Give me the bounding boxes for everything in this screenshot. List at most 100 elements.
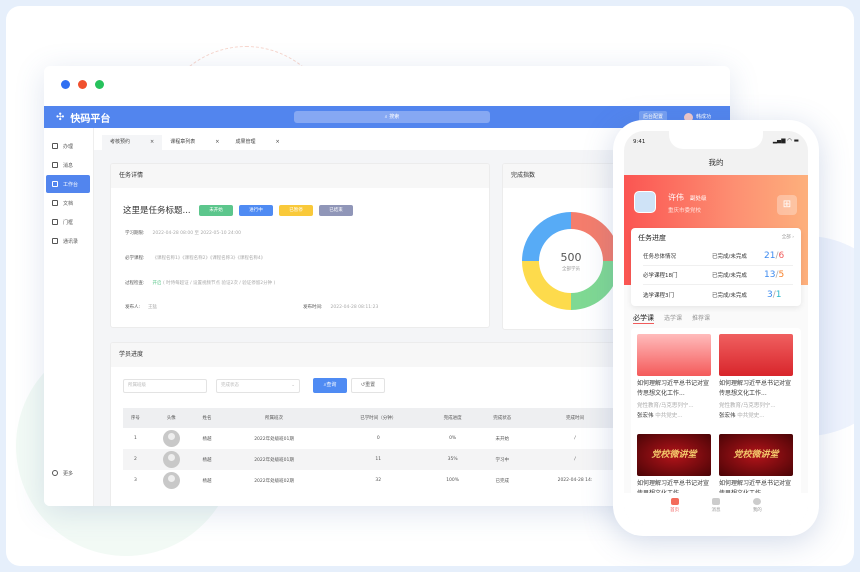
user-rank: 副处级 [690,196,707,202]
tabbar-messages[interactable]: 消息 [711,493,720,525]
close-icon[interactable]: × [150,139,155,145]
sidebar-item-handle[interactable]: 办理 [44,137,93,155]
reset-button[interactable]: ↺重置 [351,378,385,393]
col-header: 序号 [123,408,148,428]
course-thumbnail: 党校微讲堂 [719,434,793,476]
tab-required[interactable]: 必学课 [633,314,654,324]
sidebar-more-label: 更多 [63,470,74,477]
query-button[interactable]: ⌕查询 [313,378,347,393]
sidebar-item-label: 通讯录 [63,238,79,245]
course-thumbnail [719,334,793,376]
tabbar-mine[interactable]: 我的 [753,493,762,525]
course-card[interactable]: 如何理解习近平总书记对宣传思想文化工作... 党性教育/马克思列宁... 张宏伟… [719,334,793,419]
grid-icon [52,181,58,187]
course-card[interactable]: 如何理解习近平总书记对宣传思想文化工作... 党性教育/马克思列宁... 张宏伟… [637,334,711,419]
phone-mockup: 9:41 ▂▄▆ ◠ ▬ 我的 许伟 副处级 重庆市委党校 ⊞ 任务进度 全部 … [613,120,819,536]
tabbar-home[interactable]: 首页 [670,493,679,525]
col-header: 所属班次 [219,408,329,428]
sidebar-item-portal[interactable]: 门框 [44,213,93,231]
window-dot-blue[interactable] [61,80,70,89]
donut-segment-1 [571,212,620,261]
col-header: 头像 [147,408,195,428]
query-label: 查询 [326,382,337,388]
sidebar-item-messages[interactable]: 消息 [44,156,93,174]
message-icon [52,162,58,168]
app-title: 快码平台 [70,114,111,125]
table-row[interactable]: 3 杨越 2022年处级班02期 32 100% 已完成 2022-04-28 14: [123,470,623,491]
chevron-down-icon: ⌄ [291,383,295,388]
course-list: 如何理解习近平总书记对宣传思想文化工作... 党性教育/马克思列宁... 张宏伟… [631,328,801,498]
tab-elective[interactable]: 选学课 [664,315,683,322]
admin-config-label: 后台配置 [643,114,664,120]
list-item[interactable]: 必学课程18门 已完成/未完成 13/5 [643,266,793,285]
tab-exam-booking[interactable]: 考核预约 × [102,135,163,150]
tab-recommended[interactable]: 推荐课 [692,315,711,322]
status-tag-in-progress[interactable]: 进行中 [239,205,273,216]
window-dot-green[interactable] [95,80,104,89]
sidebar-more[interactable]: 更多 [44,464,73,482]
status-tag-not-started[interactable]: 未开始 [199,205,233,216]
sidebar-item-label: 工作台 [63,181,79,188]
process-check: 过程检查: 开启 ( 时侍每超证 / 设置视频节点 验证2次 / 验证停留2分钟 … [125,281,276,286]
window-dot-red[interactable] [78,80,87,89]
search-icon: ⌕ [323,382,327,388]
col-header: 姓名 [194,408,220,428]
class-filter-input[interactable]: 所属班级 [123,379,207,393]
course-tabs: 必学课 选学课 推荐课 [633,313,710,324]
tab-course-list[interactable]: 课程章列表 × [162,135,227,150]
sidebar-item-docs[interactable]: 文档 [44,194,93,212]
course-teacher: 张宏伟 中共党史... [637,413,683,419]
user-menu[interactable]: 韩成功 [684,111,711,123]
course-title: 如何理解习近平总书记对宣传思想文化工作... [719,380,792,397]
donut-segment-3 [522,261,571,310]
phone-screen: 9:41 ▂▄▆ ◠ ▬ 我的 许伟 副处级 重庆市委党校 ⊞ 任务进度 全部 … [624,131,808,525]
course-card[interactable]: 党校微讲堂 如何理解习近平总书记对宣传思想文化工作... [719,434,793,499]
course-teacher: 张宏伟 中共党史... [719,413,765,419]
tab-label: 考核预约 [110,139,131,145]
search-placeholder: 搜索 [389,114,400,120]
col-header: 完成时间 [527,408,623,428]
view-all-link[interactable]: 全部 › [782,234,794,240]
refresh-icon: ↺ [360,382,366,388]
status-tag-paused[interactable]: 已暂停 [279,205,313,216]
study-period: 学习期限: 2022-04-28 08:00 至 2022-05-10 24:00 [125,231,241,236]
tab-label: 课程章列表 [170,139,196,145]
avatar [162,430,180,447]
student-table: 序号 头像 姓名 所属班次 已学时间（分钟） 完成进度 完成状态 完成时间 1 杨越 2022年处… [123,408,623,491]
user-icon [753,498,762,505]
total-label: 全部学员 [562,267,580,272]
course-category: 党性教育/马克思列宁... [719,403,776,409]
avatar [162,472,180,489]
sidebar: 办理 消息 工作台 文档 门框 通讯录 更多 [44,128,94,506]
total-count: 500 [560,251,582,264]
col-header: 完成进度 [427,408,478,428]
avatar [634,191,656,213]
select-placeholder: 完成状态 [221,383,239,388]
card-title: 任务进度 [638,234,666,242]
table-row[interactable]: 1 杨越 2022年处级班01期 0 0% 未开始 / [123,428,623,449]
tab-label: 成果管理 [235,139,256,145]
logo-icon: ✣ [56,112,65,123]
course-title: 如何理解习近平总书记对宣传思想文化工作... [637,380,710,397]
sidebar-item-workbench[interactable]: 工作台 [46,175,90,193]
course-card[interactable]: 党校微讲堂 如何理解习近平总书记对宣传思想文化工作... [637,434,711,499]
chevron-right-icon: › [792,235,794,240]
more-icon [52,470,58,476]
search-input[interactable]: ⌕ 搜索 [294,111,490,123]
status-filter-select[interactable]: 完成状态 ⌄ [216,379,300,393]
status-tag-ended[interactable]: 已结束 [319,205,353,216]
bottom-tab-bar: 首页 消息 我的 [624,493,808,525]
close-icon[interactable]: × [215,139,220,145]
house-icon [52,219,58,225]
table-row[interactable]: 2 杨越 2022年处级班01期 11 35% 学习中 / [123,449,623,470]
close-icon[interactable]: × [275,139,280,145]
sidebar-item-contacts[interactable]: 通讯录 [44,232,93,250]
tab-results[interactable]: 成果管理 × [227,135,287,150]
qr-code-icon[interactable]: ⊞ [777,195,797,215]
list-item[interactable]: 任务总体情况 已完成/未完成 21/6 [643,247,793,266]
course-category: 党性教育/马克思列宁... [637,403,694,409]
document-icon [52,200,58,206]
donut-segment-4 [522,212,571,261]
clock-icon [52,143,58,149]
list-item[interactable]: 选学课程3门 已完成/未完成 3/1 [643,289,782,300]
